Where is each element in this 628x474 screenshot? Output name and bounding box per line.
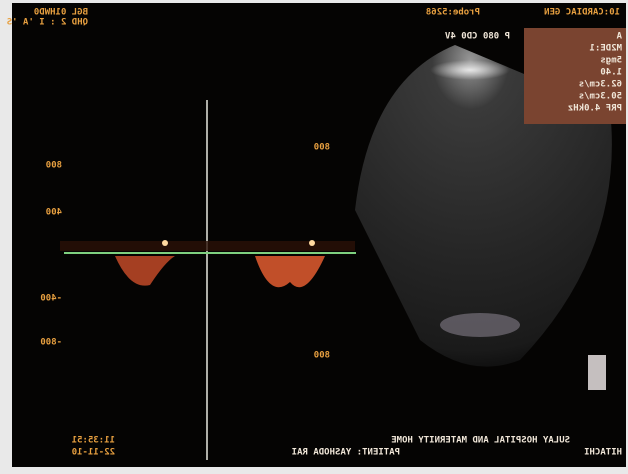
- screen-text: 62.3cm/s: [579, 80, 622, 90]
- b-mode-sector: [355, 45, 612, 367]
- screen-text: A: [616, 32, 622, 42]
- screen-text: HITACHI: [584, 448, 622, 458]
- doppler-band: [60, 241, 355, 251]
- screen-text: 800: [314, 143, 330, 153]
- screen-text: 5mgs: [600, 56, 622, 66]
- screen-text: 800: [314, 351, 330, 361]
- screen-text: 10:CARDIAC GEN: [544, 8, 620, 18]
- screen-text: -400: [40, 294, 62, 304]
- echo-bottom: [440, 313, 520, 337]
- screen-text: -800: [40, 338, 62, 348]
- screen-text: BGL 01HWD0: [34, 8, 88, 18]
- gray-scale-bar: [588, 355, 606, 390]
- screen-text: PRF 4.0kHz: [568, 104, 622, 114]
- info-box: [524, 28, 626, 124]
- spike: [162, 240, 168, 246]
- screen-text: 1.40: [600, 68, 622, 78]
- screen-text: 800: [46, 161, 62, 171]
- screen-text: 50.3cm/s: [579, 92, 622, 102]
- screen-text: 22-11-10: [72, 448, 115, 458]
- screen-text: Probe:5268: [426, 8, 480, 18]
- doppler-spectrum: [255, 256, 325, 288]
- screen-text: 400: [46, 208, 62, 218]
- screen-text: PATIENT: YASHODA RAI: [292, 448, 400, 458]
- screen-text: M2DE:1: [589, 44, 622, 54]
- screen-text: QHD 2 : I 'A 'S: [7, 18, 88, 28]
- echo-bright: [430, 60, 510, 80]
- doppler-spectrum: [115, 256, 175, 286]
- spike: [309, 240, 315, 246]
- screen-text: 11:35:51: [72, 436, 115, 446]
- screen-text: P 080 CD0 4V: [444, 32, 510, 42]
- screen-text: SULAY HOSPITAL AND MATERNITY HOME: [391, 436, 570, 446]
